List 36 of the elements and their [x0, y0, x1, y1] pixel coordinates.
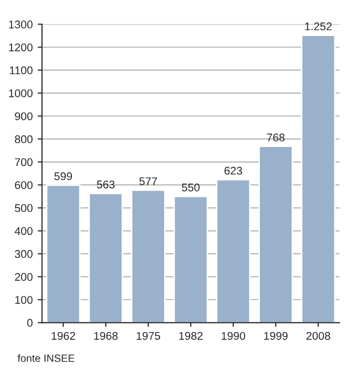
- bar: [88, 192, 124, 323]
- bar: [258, 146, 294, 323]
- y-tick-label: 400: [14, 227, 33, 235]
- y-tick-label: 500: [14, 204, 33, 212]
- data-label: 599: [54, 172, 72, 180]
- x-tick-label: 1990: [222, 332, 246, 340]
- data-label: 623: [224, 166, 242, 175]
- data-label: 577: [139, 177, 157, 186]
- x-tick-label: 1999: [264, 332, 288, 340]
- y-tick-label: 800: [14, 135, 33, 144]
- bar: [216, 178, 251, 323]
- x-tick-label: 1975: [136, 332, 160, 340]
- data-label: 563: [96, 180, 115, 188]
- data-label: 550: [182, 184, 200, 192]
- y-tick-label: 1100: [10, 66, 33, 74]
- y-tick-label: 1300: [9, 20, 33, 28]
- y-tick-label: 700: [15, 158, 33, 166]
- bar: [130, 190, 166, 323]
- y-tick-label: 200: [14, 273, 33, 281]
- y-tick-label: 1200: [9, 43, 33, 52]
- bar: [46, 184, 81, 323]
- source-note: fonte INSEE: [18, 354, 74, 362]
- bar: [173, 196, 208, 323]
- y-tick-label: 0: [27, 318, 33, 327]
- y-tick-label: 100: [15, 296, 33, 304]
- y-tick-label: 1000: [9, 89, 33, 98]
- data-label: 768: [267, 134, 285, 142]
- data-label: 1.252: [305, 22, 332, 30]
- x-tick-label: 1962: [52, 332, 76, 340]
- x-tick-label: 1968: [94, 332, 118, 340]
- bar: [300, 34, 336, 323]
- y-tick-label: 600: [15, 181, 33, 190]
- x-tick-label: 1982: [179, 332, 203, 340]
- y-tick-label: 900: [14, 112, 33, 120]
- x-tick-label: 2008: [306, 332, 330, 340]
- y-tick-label: 300: [14, 250, 33, 258]
